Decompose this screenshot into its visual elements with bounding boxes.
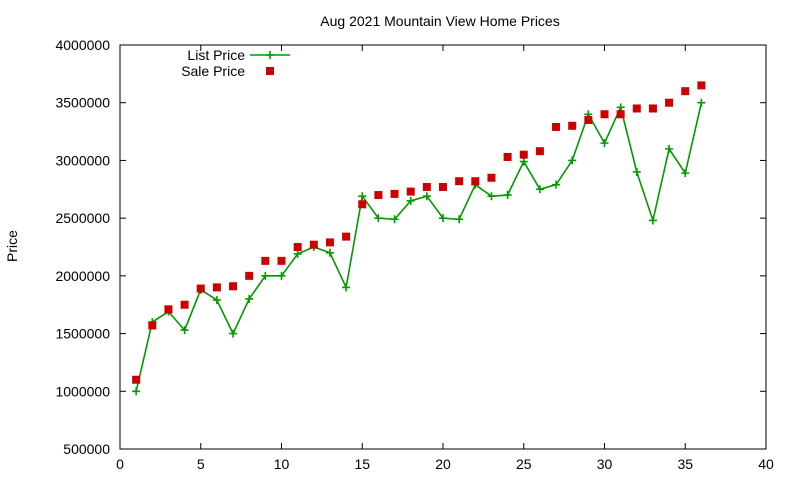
list-price-point: [212, 296, 221, 305]
sale-price-point: [358, 200, 367, 209]
sale-price-point: [552, 122, 561, 131]
list-price-point: [277, 271, 286, 280]
sale-price-point: [406, 187, 415, 196]
sale-price-point: [665, 98, 674, 107]
x-tick-label: 40: [758, 456, 774, 472]
sale-price-point: [681, 87, 690, 96]
sale-price-point: [422, 182, 431, 191]
sale-price-point: [648, 104, 657, 113]
list-price-point: [552, 180, 561, 189]
y-tick-label: 3000000: [55, 152, 110, 168]
list-price-point: [632, 167, 641, 176]
legend-label-sale-price: Sale Price: [181, 63, 245, 79]
sale-price-point: [245, 271, 254, 280]
list-price-point: [245, 294, 254, 303]
list-price-point: [229, 329, 238, 338]
list-price-point: [648, 216, 657, 225]
list-price-point: [455, 215, 464, 224]
list-price-point: [342, 283, 351, 292]
list-price-point: [422, 192, 431, 201]
sale-price-point: [277, 256, 286, 265]
sale-price-point: [180, 300, 189, 309]
axis-ticks: 0 5 10 15 20 25 30 35 40 500000 1000000 1500000 2000…: [55, 37, 774, 472]
sale-price-point: [293, 243, 302, 251]
x-tick-label: 10: [274, 456, 290, 472]
sale-price-point: [261, 256, 270, 265]
sale-price-point: [471, 177, 480, 186]
sale-price-point: [148, 321, 157, 330]
list-price-point: [261, 271, 270, 280]
y-axis-label: Price: [4, 230, 20, 262]
list-price-point: [600, 139, 609, 148]
sale-price-point: [374, 191, 383, 200]
list-price-point: [697, 98, 706, 107]
sale-price-point: [212, 283, 221, 292]
x-tick-label: 35: [677, 456, 693, 472]
x-tick-label: 30: [597, 456, 613, 472]
list-price-point: [665, 144, 674, 153]
x-tick-label: 0: [116, 456, 124, 472]
sale-price-point: [439, 182, 447, 191]
sale-price-point: [632, 104, 641, 113]
x-tick-label: 15: [354, 456, 370, 472]
x-tick-label: 5: [197, 456, 205, 472]
legend-marker-sale-price: [266, 67, 274, 75]
list-price-point: [132, 387, 141, 396]
list-price-point: [390, 215, 399, 224]
sale-price-point: [164, 305, 173, 314]
sale-price-point: [229, 282, 238, 291]
list-price-line: [135, 102, 703, 392]
list-price-point: [180, 326, 189, 335]
y-tick-label: 2000000: [55, 268, 110, 284]
sale-price-point: [342, 232, 351, 241]
legend-label-list-price: List Price: [187, 47, 245, 63]
sale-price-point: [132, 375, 141, 384]
list-price-point: [519, 157, 528, 166]
sale-price-point: [600, 110, 609, 119]
x-tick-label: 20: [435, 456, 451, 472]
y-tick-label: 1500000: [55, 326, 110, 342]
sale-price-point: [487, 173, 496, 182]
sale-price-point: [325, 238, 334, 247]
legend-marker-list-price: [266, 51, 274, 59]
sale-price-point: [309, 240, 318, 249]
list-price-point: [358, 192, 367, 201]
series-layer: [132, 81, 706, 396]
sale-price-point: [503, 152, 512, 161]
list-price-point: [568, 156, 577, 165]
legend: List Price Sale Price: [181, 47, 290, 79]
y-tick-label: 1000000: [55, 383, 110, 399]
y-tick-label: 4000000: [55, 37, 110, 53]
list-price-point: [325, 248, 334, 257]
chart-title: Aug 2021 Mountain View Home Prices: [320, 13, 559, 29]
sale-price-point: [584, 116, 593, 125]
sale-price-point: [697, 81, 706, 90]
sale-price-point: [455, 177, 464, 186]
sale-price-point: [568, 121, 577, 130]
y-tick-label: 500000: [63, 441, 110, 457]
list-price-point: [374, 214, 383, 223]
list-price-point: [681, 169, 690, 178]
sale-price-point: [519, 150, 528, 159]
list-price-point: [487, 192, 496, 201]
sale-price-point: [616, 110, 625, 119]
sale-price-point: [390, 189, 399, 198]
y-tick-label: 2500000: [55, 210, 110, 226]
list-price-point: [293, 249, 302, 258]
y-tick-label: 3500000: [55, 95, 110, 111]
list-price-point: [503, 191, 512, 200]
list-price-point: [535, 185, 544, 194]
list-price-point: [406, 196, 415, 205]
sale-price-point: [196, 284, 205, 293]
list-price-point: [616, 103, 625, 112]
sale-price-point: [535, 147, 544, 156]
list-price-point: [439, 214, 447, 223]
x-tick-label: 25: [516, 456, 532, 472]
